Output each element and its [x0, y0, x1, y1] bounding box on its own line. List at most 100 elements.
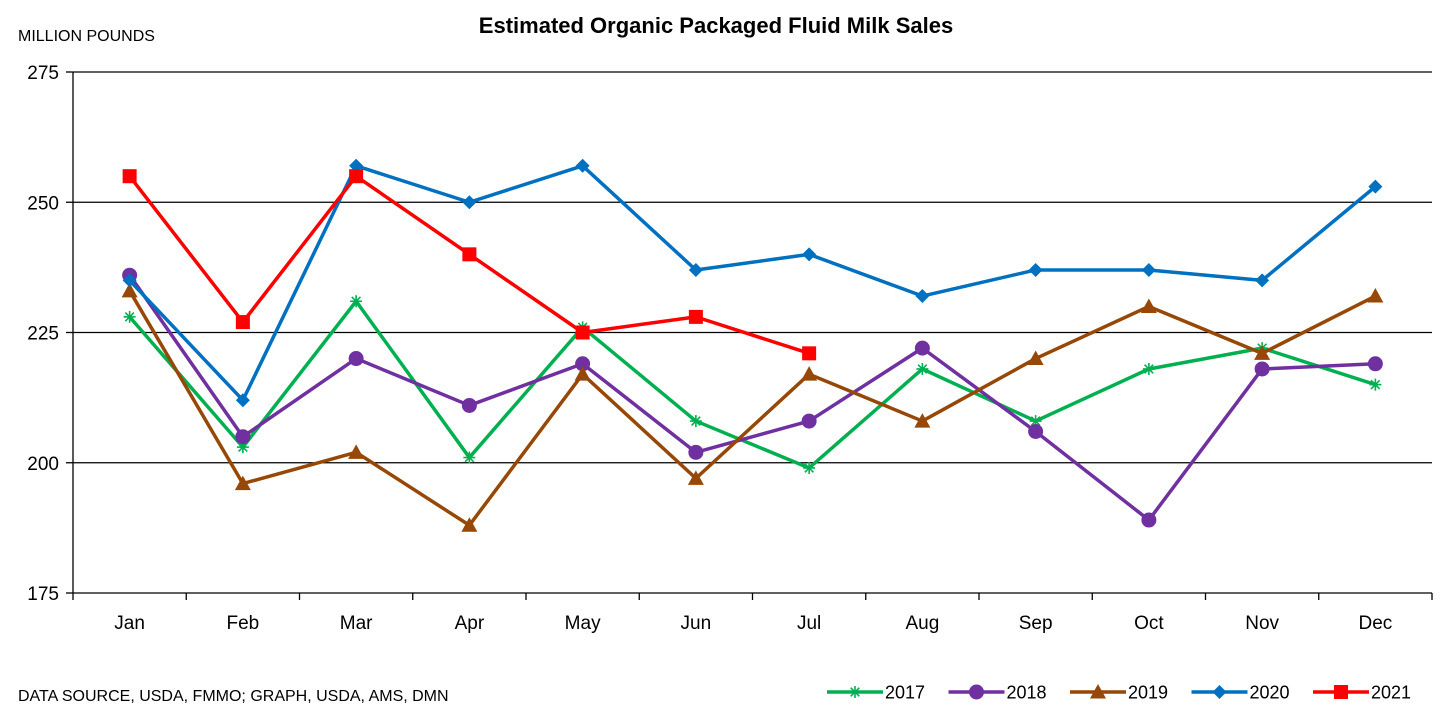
- series-2021: [122, 169, 817, 361]
- data-point: [914, 413, 931, 428]
- series-line: [128, 289, 1377, 528]
- legend-item-2020: 2020: [1191, 683, 1290, 703]
- x-tick-label: Oct: [1134, 613, 1164, 634]
- gridlines: [73, 71, 1432, 464]
- data-point: [122, 169, 137, 184]
- series-line: [128, 274, 1376, 522]
- legend-label: 2017: [885, 683, 925, 703]
- data-point: [235, 429, 251, 445]
- data-point: [1369, 378, 1382, 391]
- data-point: [123, 310, 136, 323]
- data-point: [1090, 684, 1106, 699]
- data-point: [1141, 512, 1157, 528]
- data-point: [122, 273, 137, 288]
- x-tick-label: Feb: [227, 613, 260, 634]
- legend-item-2021: 2021: [1313, 683, 1411, 703]
- x-tick-label: Sep: [1019, 613, 1053, 634]
- data-point: [688, 444, 704, 460]
- data-point: [348, 351, 364, 367]
- y-tick-label: 275: [27, 63, 59, 84]
- data-point: [575, 325, 590, 340]
- data-point: [121, 282, 138, 298]
- legend-label: 2020: [1250, 683, 1290, 703]
- data-point: [1028, 423, 1044, 439]
- data-point: [1027, 350, 1044, 366]
- data-point: [235, 315, 250, 330]
- data-point: [1029, 415, 1042, 428]
- series-2018: [122, 267, 1383, 528]
- x-tick-label: Jun: [681, 613, 712, 634]
- data-point: [914, 340, 930, 356]
- y-tick-label: 175: [27, 584, 59, 605]
- series-line: [128, 299, 1376, 470]
- data-source-note: DATA SOURCE, USDA, FMMO; GRAPH, USDA, AM…: [18, 688, 449, 705]
- data-point: [916, 362, 929, 375]
- legend-label: 2019: [1128, 683, 1168, 703]
- x-tick-label: Nov: [1245, 613, 1279, 634]
- data-point: [1142, 362, 1155, 375]
- x-tick-label: Mar: [340, 613, 373, 634]
- y-tick-label: 250: [27, 193, 59, 214]
- data-point: [575, 356, 591, 372]
- legend-label: 2018: [1007, 683, 1047, 703]
- data-point: [1141, 262, 1156, 277]
- data-point: [461, 397, 477, 413]
- data-point: [969, 684, 984, 700]
- data-point: [688, 262, 703, 277]
- data-point: [349, 169, 364, 184]
- y-tick-label: 200: [27, 454, 59, 475]
- series-2017: [123, 295, 1382, 474]
- legend-item-2019: 2019: [1070, 683, 1168, 703]
- data-point: [463, 451, 476, 464]
- data-point: [688, 309, 703, 324]
- data-point: [802, 247, 817, 262]
- data-point: [1028, 262, 1043, 277]
- data-point: [915, 289, 930, 304]
- data-point: [234, 475, 251, 491]
- y-axis-label: MILLION POUNDS: [18, 28, 155, 45]
- data-point: [575, 158, 590, 173]
- data-point: [802, 346, 817, 361]
- legend-item-2018: 2018: [948, 683, 1047, 703]
- data-point: [1334, 685, 1348, 699]
- x-tick-label: May: [565, 613, 601, 634]
- data-point: [461, 517, 478, 532]
- series-lines: [121, 158, 1384, 532]
- x-tick-label: Jan: [114, 613, 145, 634]
- series-line: [128, 164, 1377, 402]
- chart-title: Estimated Organic Packaged Fluid Milk Sa…: [479, 13, 953, 38]
- data-point: [1367, 288, 1384, 303]
- data-point: [1368, 179, 1383, 194]
- x-tick-label: Apr: [455, 613, 485, 634]
- data-point: [1367, 356, 1383, 372]
- data-point: [803, 461, 816, 474]
- legend: 2017 2018 2019 2020 2021: [827, 683, 1411, 703]
- data-point: [350, 295, 363, 308]
- x-tick-label: Aug: [905, 613, 939, 634]
- data-point: [1254, 345, 1271, 360]
- legend-label: 2021: [1371, 683, 1411, 703]
- data-point: [687, 470, 704, 485]
- series-2020: [122, 158, 1383, 408]
- data-point: [689, 415, 702, 428]
- data-point: [1255, 273, 1270, 288]
- data-point: [462, 247, 477, 262]
- series-2019: [121, 282, 1384, 532]
- data-point: [574, 366, 591, 381]
- data-point: [849, 686, 861, 698]
- data-point: [801, 413, 817, 429]
- data-point: [348, 444, 365, 459]
- axes: 175 200 225 250 275 Jan Feb Mar Apr May Jun Jul Aug S…: [27, 63, 1433, 634]
- y-tick-label: 225: [27, 324, 59, 345]
- data-point: [1254, 361, 1270, 377]
- legend-item-2017: 2017: [827, 683, 925, 703]
- data-point: [235, 393, 250, 408]
- x-tick-label: Jul: [797, 613, 821, 634]
- x-tick-label: Dec: [1358, 613, 1392, 634]
- data-point: [1140, 298, 1157, 313]
- data-point: [462, 195, 477, 210]
- data-point: [1212, 685, 1227, 699]
- data-point: [801, 366, 818, 381]
